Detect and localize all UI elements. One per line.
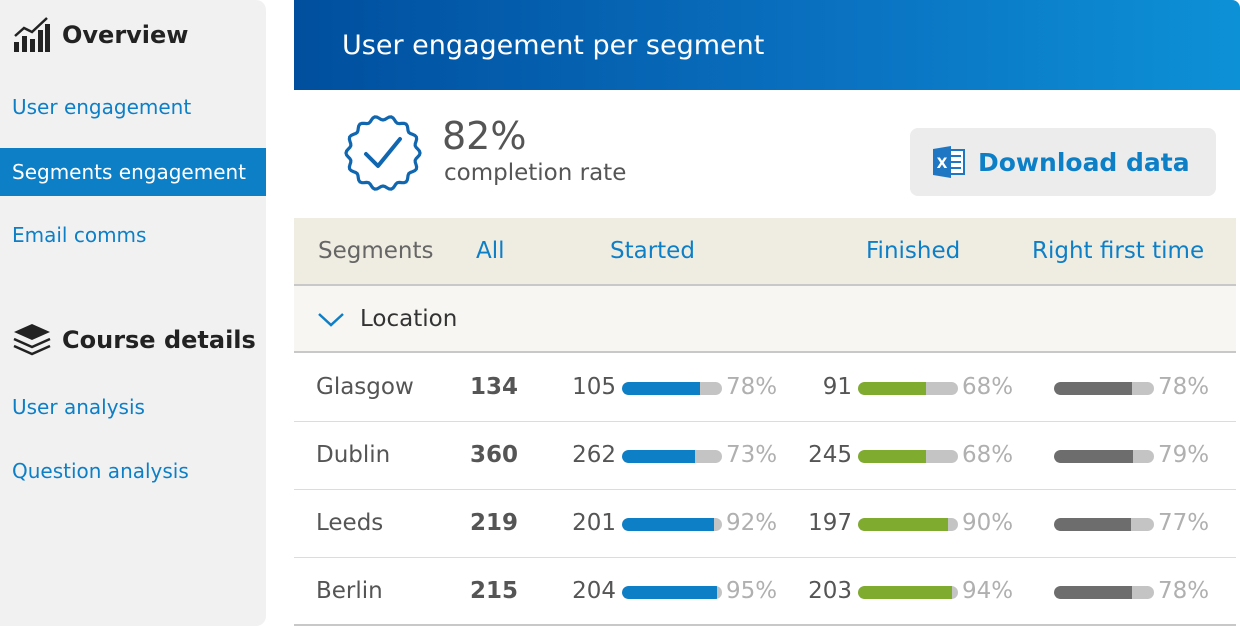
- table-row: Glasgow 134 105 78% 91 68% 78%: [294, 354, 1236, 422]
- right-first-time-percent: 77%: [1158, 510, 1210, 536]
- started-percent: 92%: [726, 510, 778, 536]
- finished-bar-fill: [858, 450, 926, 463]
- finished-percent: 90%: [962, 510, 1014, 536]
- right-first-time-percent: 78%: [1158, 374, 1210, 400]
- column-finished[interactable]: Finished: [866, 238, 961, 264]
- right-first-time-bar-fill: [1054, 450, 1133, 463]
- layers-icon: [13, 324, 51, 356]
- right-first-time-bar: [1054, 382, 1154, 395]
- right-first-time-bar-fill: [1054, 586, 1132, 599]
- right-first-time-bar: [1054, 518, 1154, 531]
- all-count: 215: [470, 578, 519, 604]
- started-bar-fill: [622, 586, 717, 599]
- finished-count: 203: [808, 578, 852, 604]
- page-header: User engagement per segment: [294, 0, 1240, 90]
- location-group-label: Location: [360, 305, 458, 332]
- finished-count: 245: [808, 442, 852, 468]
- finished-bar-fill: [858, 586, 952, 599]
- column-segments: Segments: [318, 238, 434, 264]
- badge-check-icon: [344, 115, 422, 191]
- sidebar: Overview User engagement Segments engage…: [0, 0, 266, 626]
- completion-rate-label: completion rate: [444, 160, 627, 186]
- all-count: 360: [470, 442, 519, 468]
- download-data-button[interactable]: X Download data: [910, 128, 1216, 196]
- right-first-time-bar-fill: [1054, 382, 1132, 395]
- finished-bar-fill: [858, 518, 948, 531]
- segment-name: Dublin: [316, 442, 391, 468]
- overview-heading: Overview: [12, 16, 188, 54]
- chevron-down-icon: [318, 312, 344, 327]
- column-right-first-time[interactable]: Right first time: [1032, 238, 1205, 264]
- segment-name: Glasgow: [316, 374, 414, 400]
- sidebar-item-user-analysis[interactable]: User analysis: [12, 395, 145, 419]
- table-row: Berlin 215 204 95% 203 94% 78%: [294, 558, 1236, 626]
- page-title: User engagement per segment: [342, 30, 765, 61]
- started-percent: 73%: [726, 442, 778, 468]
- completion-rate-value: 82%: [442, 114, 527, 158]
- started-bar: [622, 450, 722, 463]
- bar-chart-icon: [14, 17, 50, 52]
- main-panel: User engagement per segment 82% completi…: [294, 0, 1240, 626]
- overview-title: Overview: [62, 21, 189, 49]
- table-row: Dublin 360 262 73% 245 68% 79%: [294, 422, 1236, 490]
- started-count: 105: [572, 374, 616, 400]
- finished-count: 91: [822, 374, 852, 400]
- finished-bar: [858, 382, 958, 395]
- excel-icon: X: [933, 146, 965, 178]
- right-first-time-bar: [1054, 586, 1154, 599]
- finished-count: 197: [808, 510, 852, 536]
- started-percent: 95%: [726, 578, 778, 604]
- location-group-toggle[interactable]: Location: [294, 286, 1236, 353]
- sidebar-item-segments-engagement[interactable]: Segments engagement: [0, 148, 266, 196]
- started-percent: 78%: [726, 374, 778, 400]
- started-count: 262: [572, 442, 616, 468]
- right-first-time-percent: 78%: [1158, 578, 1210, 604]
- right-first-time-bar-fill: [1054, 518, 1131, 531]
- right-first-time-percent: 79%: [1158, 442, 1210, 468]
- all-count: 219: [470, 510, 519, 536]
- column-started[interactable]: Started: [610, 238, 695, 264]
- segment-name: Leeds: [316, 510, 384, 536]
- started-bar: [622, 382, 722, 395]
- column-all[interactable]: All: [476, 238, 505, 264]
- finished-percent: 68%: [962, 442, 1014, 468]
- right-first-time-bar: [1054, 450, 1154, 463]
- segment-name: Berlin: [316, 578, 383, 604]
- course-details-heading: Course details: [12, 320, 256, 360]
- sidebar-item-email-comms[interactable]: Email comms: [12, 223, 147, 247]
- table-row: Leeds 219 201 92% 197 90% 77%: [294, 490, 1236, 558]
- sidebar-item-question-analysis[interactable]: Question analysis: [12, 459, 189, 483]
- started-count: 201: [572, 510, 616, 536]
- finished-bar-fill: [858, 382, 926, 395]
- download-data-label: Download data: [978, 147, 1190, 177]
- finished-bar: [858, 518, 958, 531]
- started-bar: [622, 518, 722, 531]
- started-bar-fill: [622, 450, 695, 463]
- finished-percent: 68%: [962, 374, 1014, 400]
- started-count: 204: [572, 578, 616, 604]
- started-bar-fill: [622, 382, 700, 395]
- started-bar: [622, 586, 722, 599]
- finished-bar: [858, 586, 958, 599]
- all-count: 134: [470, 374, 519, 400]
- finished-percent: 94%: [962, 578, 1014, 604]
- table-header: Segments All Started Finished Right firs…: [294, 218, 1236, 286]
- course-details-title: Course details: [62, 326, 256, 354]
- finished-bar: [858, 450, 958, 463]
- sidebar-item-user-engagement[interactable]: User engagement: [12, 95, 192, 119]
- svg-text:X: X: [937, 156, 948, 172]
- started-bar-fill: [622, 518, 714, 531]
